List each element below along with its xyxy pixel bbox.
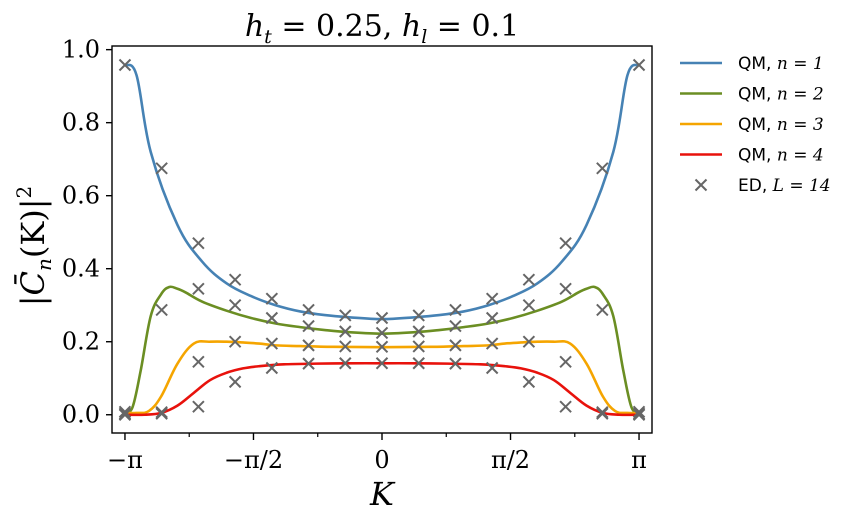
ed-marker	[522, 335, 536, 348]
ed-marker	[559, 236, 572, 250]
ed-marker	[228, 375, 242, 389]
ed-marker	[155, 407, 168, 420]
ed-marker	[155, 405, 168, 419]
ed-marker	[118, 405, 132, 419]
y-axis-label: |C̄n(K)|2	[12, 186, 56, 307]
ed-marker	[265, 361, 279, 375]
legend-item: QM, n = 4	[680, 146, 824, 166]
ed-marker	[265, 337, 279, 350]
legend-item: QM, n = 2	[680, 85, 824, 105]
legend-label: QM, n = 1	[738, 54, 824, 74]
y-tick-label: 0.8	[62, 109, 100, 137]
legend-item: ED, L = 14	[694, 176, 831, 196]
ed-marker	[192, 400, 205, 413]
ed-marker	[596, 405, 609, 419]
y-tick-label: 0.6	[62, 182, 100, 210]
ticks-layer: 0.0 0.2 0.4 0.6 0.8 1.0 −π −π/2 0 π/2 π	[62, 36, 647, 474]
legend-label: QM, n = 2	[738, 85, 824, 105]
series-line-n4	[124, 361, 640, 417]
ed-marker	[449, 303, 462, 317]
series-line-n2	[124, 285, 640, 414]
ed-marker	[192, 282, 205, 295]
legend-item: QM, n = 1	[680, 54, 824, 74]
ed-marker	[559, 355, 572, 369]
ed-marker	[118, 58, 132, 72]
ed-marker	[522, 273, 536, 286]
ed-marker	[339, 309, 352, 322]
ed-marker	[375, 326, 389, 340]
legend-label: QM, n = 3	[738, 115, 824, 135]
ed-marker	[228, 335, 242, 348]
x-tick-label: π/2	[491, 446, 530, 474]
ed-marker	[449, 339, 462, 352]
legend: QM, n = 1 QM, n = 2 QM, n = 3 QM, n = 4 ED, …	[680, 54, 831, 196]
plot-area	[111, 45, 653, 434]
ed-marker	[302, 339, 315, 352]
legend-marker-icon	[694, 178, 708, 192]
legend-label: QM, n = 4	[738, 146, 824, 166]
ed-marker	[155, 162, 168, 175]
ed-marker	[302, 319, 315, 333]
x-tick-label: −π	[107, 446, 143, 474]
ed-marker	[449, 319, 462, 333]
y-tick-label: 0.4	[62, 255, 100, 283]
ed-marker	[559, 400, 572, 413]
ed-marker	[559, 282, 572, 295]
ed-marker	[596, 162, 609, 175]
markers-layer	[118, 58, 646, 421]
ed-marker	[375, 357, 389, 370]
ed-marker	[375, 311, 389, 325]
ed-marker	[228, 299, 242, 312]
ed-marker	[485, 311, 499, 325]
ed-marker	[485, 361, 499, 375]
chart-title: ht = 0.25, hl = 0.1	[245, 9, 519, 48]
ed-marker	[412, 325, 425, 338]
ed-marker	[412, 357, 425, 370]
legend-item: QM, n = 3	[680, 115, 824, 135]
x-tick-label: π	[631, 446, 647, 474]
ed-marker	[302, 303, 315, 317]
ed-marker	[596, 407, 609, 420]
ed-marker	[449, 357, 462, 370]
ed-marker	[596, 303, 609, 317]
ed-marker	[228, 273, 242, 286]
ed-marker	[339, 325, 352, 338]
ed-marker	[485, 337, 499, 350]
ed-marker	[412, 340, 425, 353]
ed-marker	[632, 408, 646, 421]
ed-marker	[522, 375, 536, 389]
ed-marker	[192, 236, 205, 250]
ed-marker	[375, 340, 389, 354]
ed-marker	[632, 405, 646, 419]
y-tick-label: 0.0	[62, 401, 100, 429]
series-line-n1	[124, 63, 640, 321]
ed-marker	[632, 58, 646, 72]
ed-marker	[522, 299, 536, 312]
ed-marker	[412, 309, 425, 322]
ed-marker	[118, 408, 132, 421]
ed-marker	[302, 357, 315, 370]
ed-marker	[155, 303, 168, 317]
y-tick-label: 1.0	[62, 36, 100, 64]
y-tick-label: 0.2	[62, 328, 100, 356]
ed-marker	[265, 311, 279, 325]
axes-frame	[111, 45, 653, 434]
ed-marker	[265, 292, 279, 305]
legend-label: ED, L = 14	[738, 176, 831, 196]
ed-marker	[485, 292, 499, 305]
x-axis-label: K	[369, 475, 396, 513]
x-tick-label: −π/2	[224, 446, 283, 474]
ed-marker	[339, 340, 352, 353]
ed-marker	[339, 357, 352, 370]
x-tick-label: 0	[374, 446, 389, 474]
ed-marker	[192, 355, 205, 369]
